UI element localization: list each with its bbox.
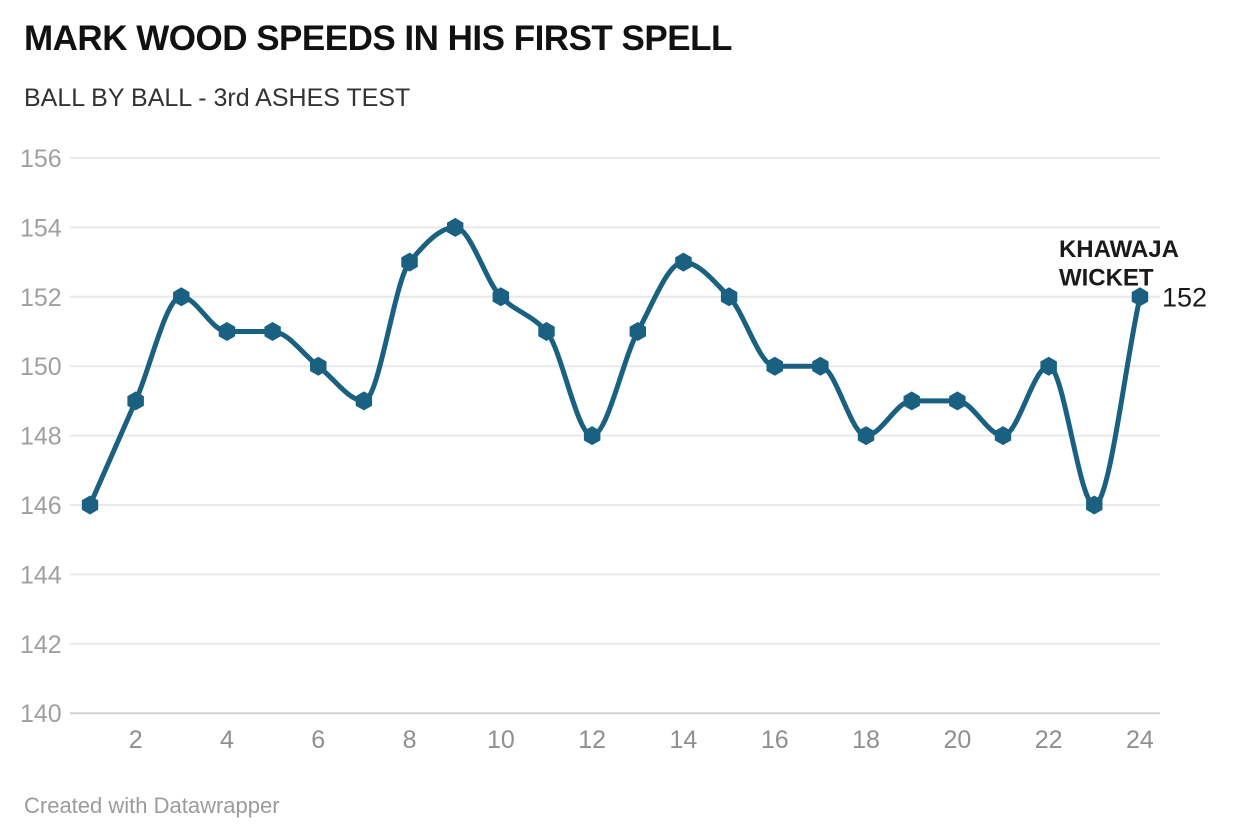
y-axis-tick-label: 154 — [20, 214, 62, 242]
y-axis-tick-label: 144 — [20, 561, 62, 589]
x-axis-tick-label: 14 — [670, 726, 698, 754]
data-point-marker — [720, 287, 738, 307]
attribution-text: Created with Datawrapper — [24, 793, 280, 818]
data-point-marker — [81, 495, 99, 515]
data-point-marker — [675, 252, 692, 272]
x-axis-tick-label: 8 — [403, 726, 417, 754]
data-point-marker — [264, 322, 281, 341]
x-axis-tick-label: 16 — [761, 726, 789, 754]
data-point-marker — [447, 217, 464, 237]
annotation-text: WICKET — [1059, 264, 1154, 291]
y-axis-tick-label: 148 — [20, 423, 62, 451]
x-axis-tick-label: 22 — [1035, 726, 1063, 754]
y-axis-tick-label: 142 — [20, 631, 62, 659]
end-value-label: 152 — [1162, 282, 1207, 312]
data-point-marker — [1086, 495, 1103, 515]
y-axis-tick-label: 146 — [20, 492, 62, 520]
data-point-marker — [857, 426, 875, 446]
y-axis-tick-label: 150 — [20, 353, 62, 381]
annotation-text: KHAWAJA — [1059, 236, 1179, 263]
data-point-marker — [1131, 287, 1149, 307]
data-point-marker — [218, 322, 236, 341]
data-point-marker — [492, 287, 510, 307]
x-axis-tick-label: 12 — [578, 726, 606, 754]
data-point-marker — [949, 391, 966, 411]
y-axis-tick-label: 140 — [20, 700, 62, 728]
data-point-marker — [173, 287, 190, 307]
data-point-marker — [401, 252, 418, 272]
x-axis-tick-label: 10 — [487, 726, 515, 754]
x-axis-tick-label: 18 — [852, 726, 880, 754]
y-axis-tick-label: 152 — [20, 284, 62, 312]
x-axis-tick-label: 6 — [311, 726, 325, 754]
x-axis-tick-label: 4 — [220, 726, 234, 754]
x-axis-tick-label: 20 — [943, 726, 971, 754]
data-point-marker — [994, 426, 1012, 446]
data-point-marker — [583, 426, 601, 446]
data-point-marker — [310, 356, 327, 376]
data-point-marker — [766, 356, 783, 376]
chart-subtitle: BALL BY BALL - 3rd ASHES TEST — [24, 84, 411, 112]
data-point-marker — [127, 391, 144, 411]
data-point-marker — [903, 391, 920, 411]
x-axis-tick-label: 2 — [129, 726, 143, 754]
data-point-marker — [355, 391, 373, 411]
y-axis-tick-label: 156 — [20, 145, 62, 173]
data-point-marker — [812, 356, 829, 376]
chart-title: MARK WOOD SPEEDS IN HIS FIRST SPELL — [24, 19, 732, 58]
data-point-marker — [629, 322, 646, 341]
x-axis-tick-label: 24 — [1126, 726, 1154, 754]
data-point-marker — [1040, 356, 1057, 376]
data-point-marker — [538, 322, 555, 341]
